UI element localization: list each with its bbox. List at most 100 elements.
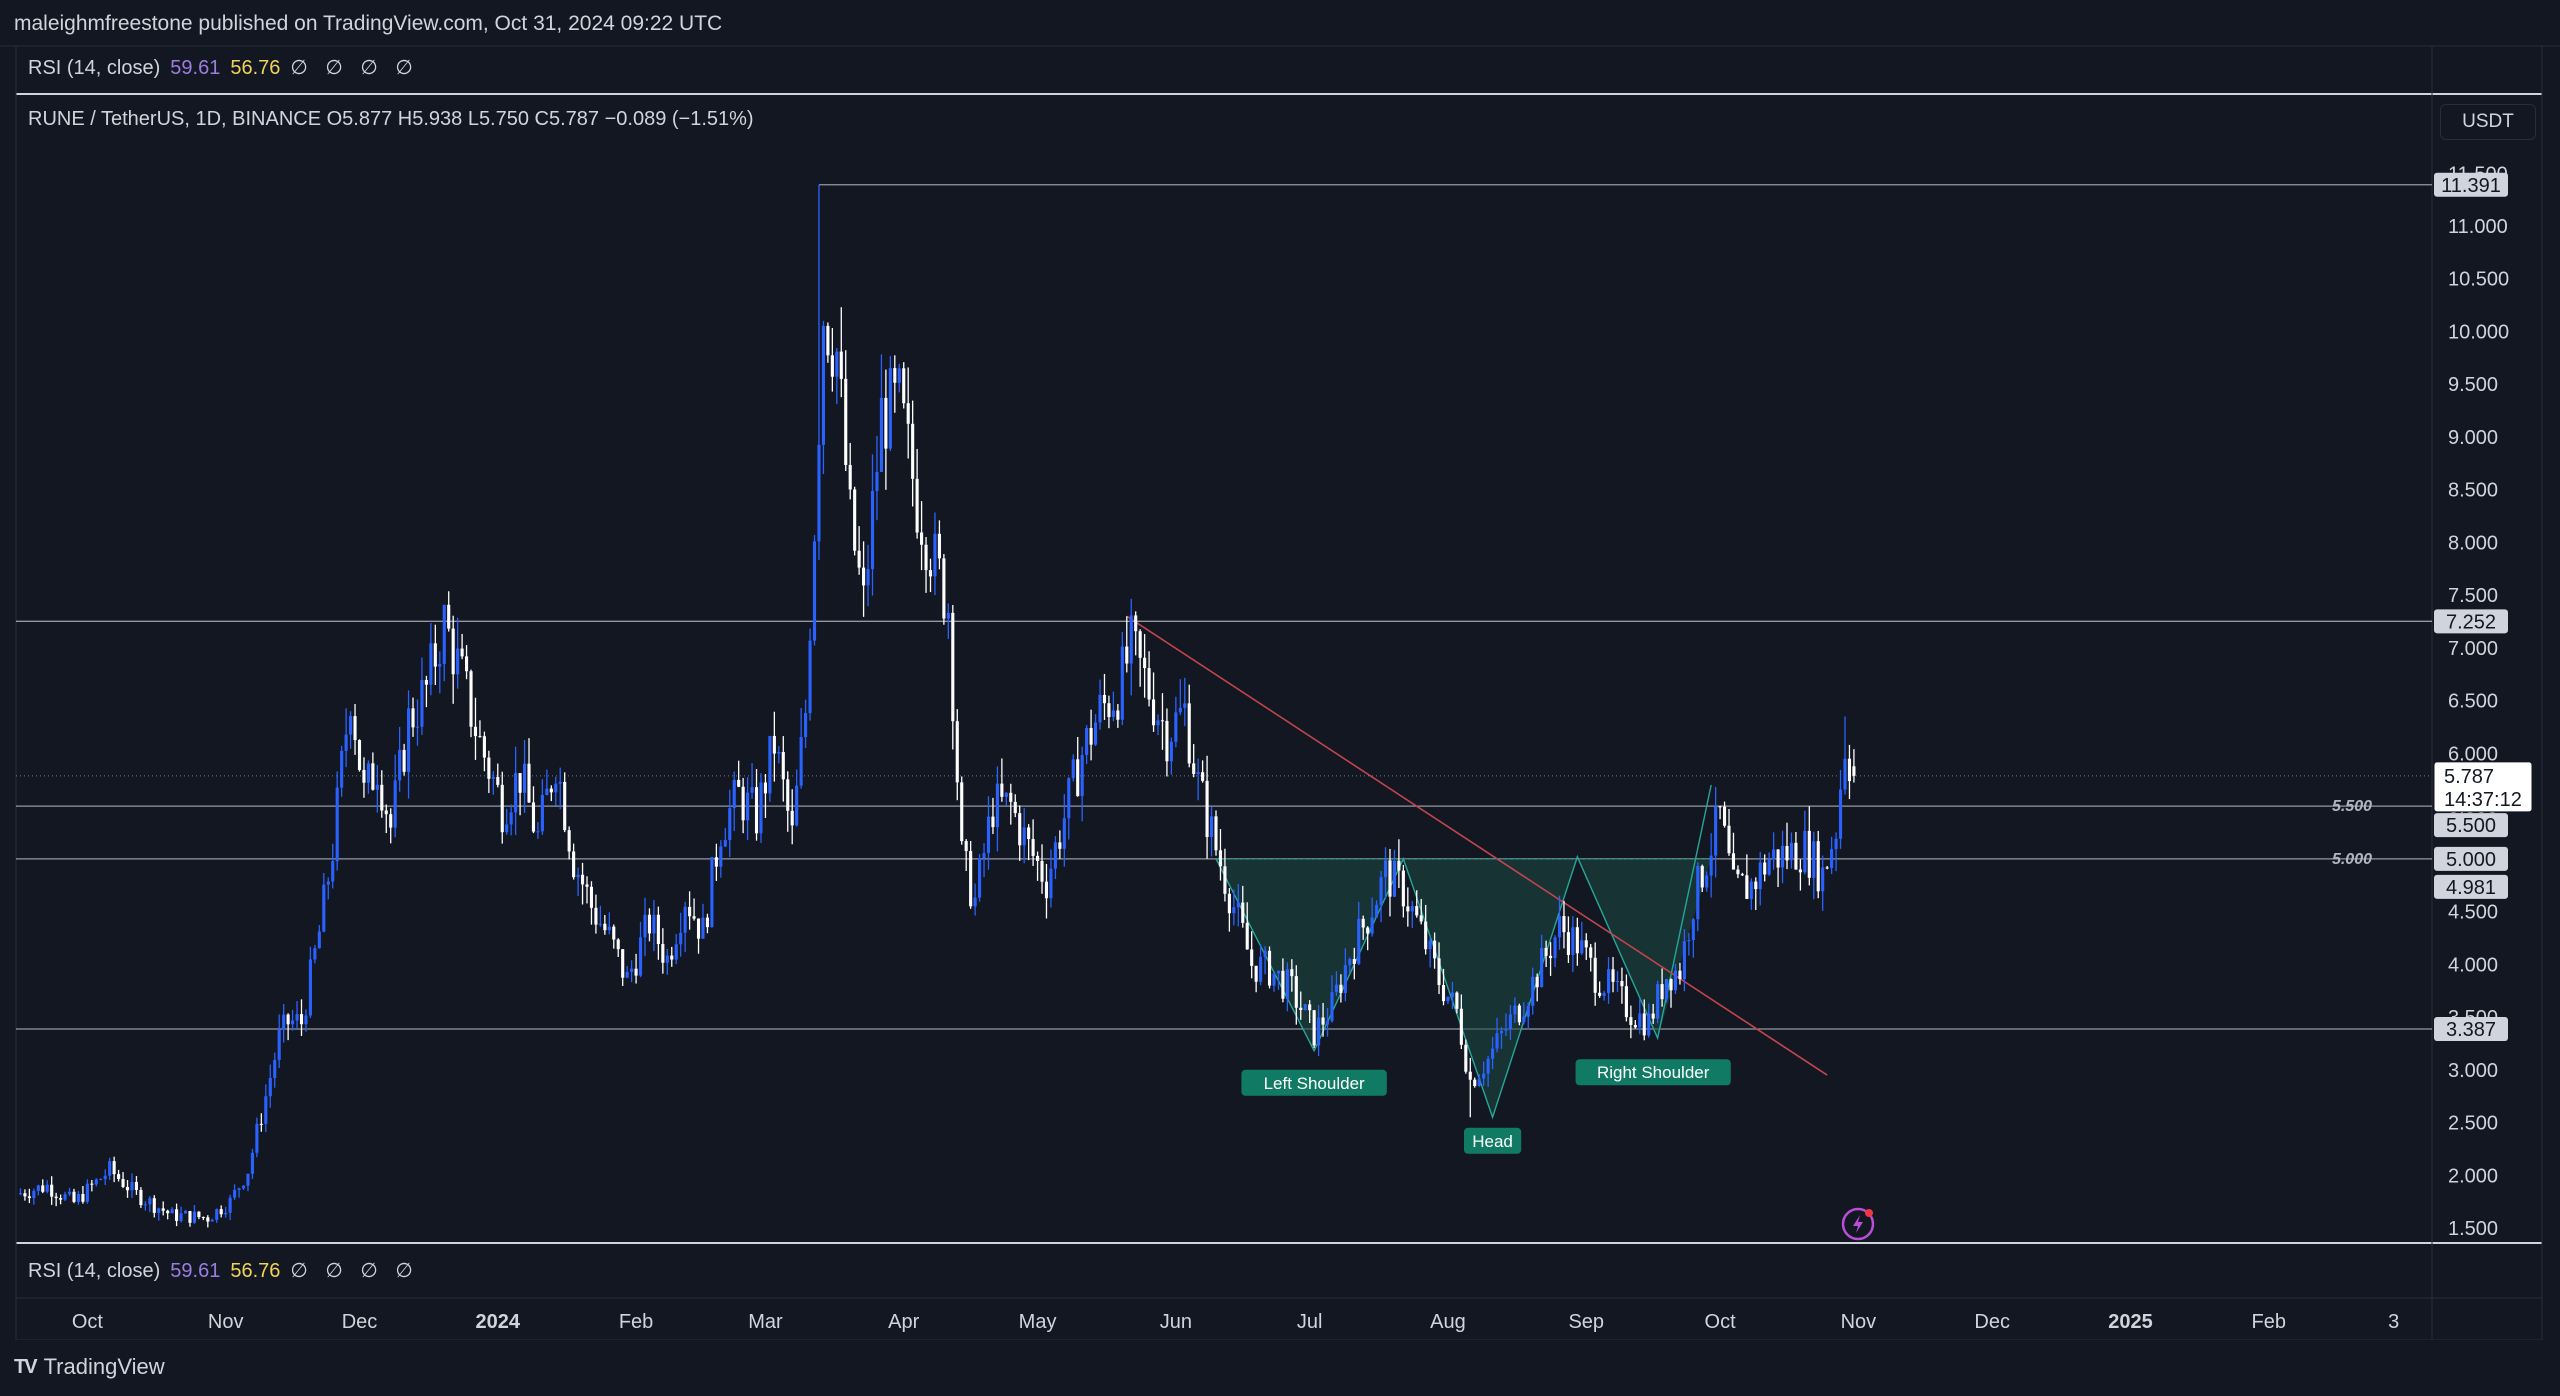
candle-body (1821, 867, 1825, 892)
candle-body (1379, 877, 1383, 905)
candle-body (1178, 707, 1182, 713)
x-axis-tick-label: Oct (72, 1311, 104, 1333)
candle-body (157, 1208, 161, 1213)
candle-body (1607, 969, 1611, 993)
candle-body (429, 643, 433, 685)
x-axis-tick-label: Jun (1160, 1311, 1192, 1333)
candle (799, 708, 803, 789)
candle (563, 772, 567, 833)
candle-body (870, 490, 875, 570)
candle-body (246, 1173, 250, 1186)
y-axis-tick-label: 3.000 (2448, 1060, 2498, 1082)
candle-body (206, 1217, 210, 1222)
candle (1473, 1077, 1477, 1088)
candle (1847, 744, 1852, 800)
candle-body (781, 752, 785, 780)
price-level-badge: 5.500 (2434, 813, 2508, 838)
candle (710, 856, 714, 928)
candle-body (112, 1161, 116, 1175)
candle (1642, 999, 1646, 1041)
candle (1281, 958, 1285, 1003)
candle-body (1767, 859, 1771, 875)
candle-body (349, 716, 353, 735)
candle (866, 544, 870, 607)
candle (482, 731, 486, 772)
candle (1441, 968, 1446, 1006)
candle-body (554, 783, 558, 793)
candle-body (1499, 1030, 1504, 1034)
candle-body (540, 795, 544, 832)
candle (1192, 744, 1196, 778)
candle (1433, 932, 1437, 969)
candle (27, 1188, 31, 1204)
candle-body (460, 648, 464, 657)
candle-body (255, 1123, 259, 1153)
candle-body (264, 1096, 268, 1124)
candle (621, 949, 625, 986)
candle-body (1722, 806, 1727, 826)
candle (282, 1003, 286, 1043)
candle-body (924, 544, 928, 571)
candle (384, 804, 388, 834)
candle-body (911, 423, 915, 479)
lightning-icon[interactable] (1841, 1207, 1875, 1241)
candle-body (500, 784, 504, 833)
price-level-badge-text: 5.000 (2446, 849, 2496, 871)
candle-body (888, 368, 892, 449)
candle (875, 435, 879, 521)
candle-body (973, 897, 977, 907)
candle-body (1633, 1024, 1637, 1028)
candle-body (830, 355, 834, 377)
candle (1245, 902, 1249, 950)
candle-body (978, 858, 982, 898)
pattern-label-bg (1575, 1059, 1731, 1086)
candle-body (1852, 766, 1856, 776)
candle (277, 1014, 281, 1068)
candle-body (322, 884, 326, 932)
candle-body (1731, 853, 1736, 870)
candle-body (1473, 1079, 1477, 1087)
candle (1660, 968, 1664, 1007)
candle-body (1624, 986, 1628, 1018)
candle (1022, 808, 1026, 864)
candle-body (295, 1014, 299, 1021)
candle-body (1629, 1017, 1633, 1025)
candle-body (1312, 1010, 1316, 1046)
candle-body (143, 1204, 147, 1206)
price-level-badge-text: 5.500 (2446, 815, 2496, 837)
rsi-legend-bottom[interactable]: RSI (14, close) 59.61 56.76 ∅ ∅ ∅ ∅ (28, 1258, 419, 1283)
candle (438, 651, 442, 694)
candle-body (1080, 755, 1084, 797)
candle (1254, 965, 1258, 993)
candle (1540, 934, 1544, 988)
rsi-legend-top[interactable]: RSI (14, close) 59.61 56.76 ∅ ∅ ∅ ∅ (28, 55, 419, 80)
candle (902, 362, 906, 409)
candle (18, 1188, 23, 1196)
candle-body (130, 1181, 134, 1191)
tradingview-logo[interactable]: TV TradingView (14, 1354, 165, 1380)
candle (688, 891, 692, 930)
rsi-value-1: 59.61 (170, 1260, 221, 1282)
candle-body (969, 851, 973, 907)
candle-body (72, 1191, 76, 1202)
candle-body (1330, 992, 1334, 1022)
candle-body (696, 918, 701, 939)
candle (920, 501, 924, 571)
candle-body (125, 1186, 130, 1191)
candle (1633, 1020, 1637, 1029)
candle-body (496, 777, 500, 785)
candle (964, 839, 968, 871)
candle (1169, 737, 1173, 775)
candle (1696, 862, 1700, 932)
candle-body (1544, 947, 1548, 956)
candle-body (558, 781, 562, 784)
candle (652, 900, 656, 952)
candle-body (1446, 996, 1450, 1002)
candle-body (719, 846, 723, 867)
candle-body (567, 830, 571, 852)
candle-body (1789, 842, 1794, 861)
currency-button[interactable]: USDT (2440, 104, 2536, 140)
candle (1620, 967, 1624, 1004)
candle (1611, 957, 1615, 993)
